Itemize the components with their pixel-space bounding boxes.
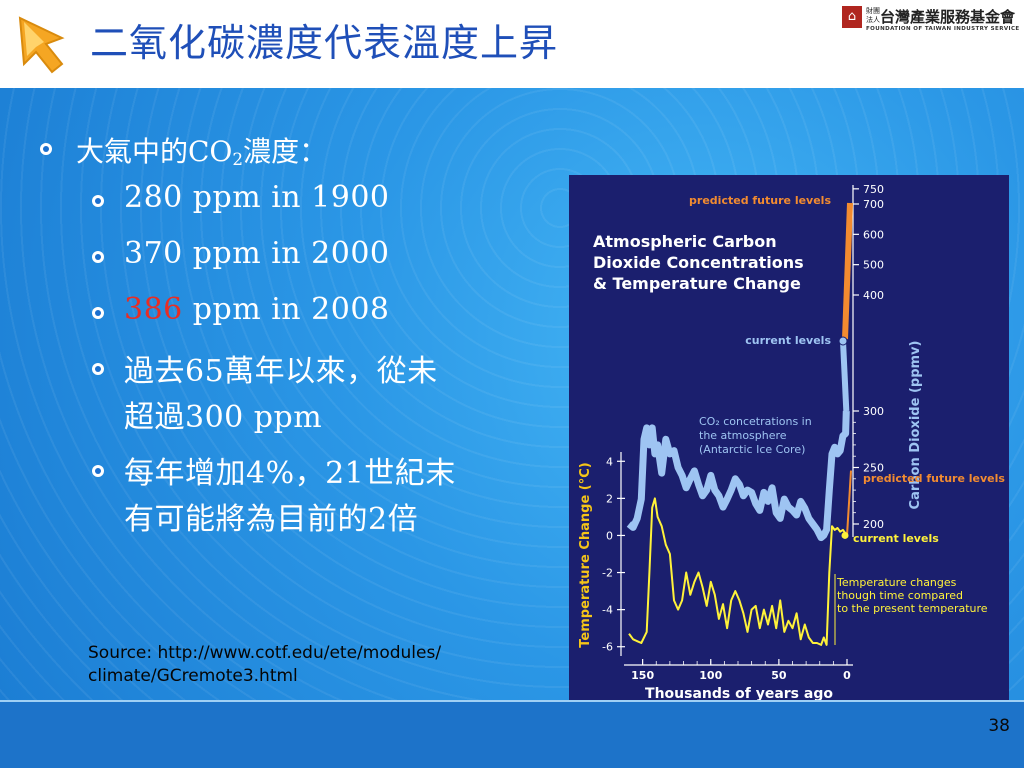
source-citation: Source: http://www.cotf.edu/ete/modules/… (88, 642, 441, 688)
temp-series-line (628, 497, 848, 646)
temp-tick-label: -6 (602, 641, 613, 654)
bullet-marker (40, 143, 52, 155)
footer-divider (0, 700, 1024, 703)
chart-title-line: & Temperature Change (593, 274, 801, 293)
bullet-item-2008: 386 ppm in 2008 (124, 292, 390, 327)
bullet-marker (92, 307, 104, 319)
bullet-main: 大氣中的CO2濃度： (76, 130, 327, 170)
slide-footer (0, 702, 1024, 768)
chart-svg: Atmospheric Carbon Dioxide Concentrations… (578, 183, 1005, 702)
x-tick-label: 100 (699, 669, 722, 682)
slide-header: 二氧化碳濃度代表溫度上昇 ⌂ 財團法人 台灣產業服務基金會 FOUNDATION… (0, 0, 1024, 84)
co2-current-annotation: current levels (745, 334, 831, 347)
co2-series-annotation: (Antarctic Ice Core) (699, 443, 805, 456)
bullet-item-history-line1: 過去65萬年以來，從未 (124, 354, 438, 389)
bullet-marker (92, 251, 104, 263)
co2-series-annotation: CO₂ concetrations in (699, 415, 812, 428)
co2-rise-line (840, 340, 850, 412)
page-number: 38 (988, 716, 1010, 736)
chart-title-line: Atmospheric Carbon (593, 232, 777, 251)
co2-tick-label: 300 (863, 405, 884, 418)
source-line2: climate/GCremote3.html (88, 666, 298, 686)
bullet-item-2000: 370 ppm in 2000 (124, 236, 390, 271)
temp-tick-label: -2 (602, 567, 613, 580)
co2-tick-label: 500 (863, 259, 884, 272)
logo-small-text: 財團法人 (866, 7, 880, 24)
highlight-value: 386 (124, 292, 183, 327)
logo-mark-icon: ⌂ (842, 6, 862, 28)
logo-name: 台灣產業服務基金會 (880, 8, 1016, 26)
bullet-marker (92, 195, 104, 207)
co2-tick-label: 750 (863, 183, 884, 196)
co2-tick-label: 700 (863, 198, 884, 211)
co2-current-marker (838, 336, 848, 346)
co2-series-line (626, 410, 850, 542)
bullet-item-1900: 280 ppm in 1900 (124, 180, 390, 215)
slide-title: 二氧化碳濃度代表溫度上昇 (90, 21, 559, 65)
co2-tick-label: 600 (863, 228, 884, 241)
co2-future-annotation: predicted future levels (689, 194, 831, 207)
temp-tick-label: 4 (606, 455, 613, 468)
bullet-item-history-line2: 超過300 ppm (124, 400, 323, 435)
temp-future-annotation: predicted future levels (863, 472, 1005, 485)
temp-current-marker (841, 531, 849, 539)
temp-current-annotation: current levels (853, 532, 939, 545)
x-axis-label: Thousands of years ago (645, 686, 833, 702)
x-tick-label: 0 (843, 669, 851, 682)
co2-series-annotation: the atmosphere (699, 429, 787, 442)
temp-note-annotation: to the present temperature (837, 602, 988, 615)
co2-future-line (842, 202, 853, 340)
pointer-arrow-icon (18, 16, 65, 74)
co2-tick-label: 250 (863, 462, 884, 475)
temp-note-annotation: though time compared (837, 589, 963, 602)
bullet-item-2008-text: ppm in 2008 (182, 292, 390, 327)
bullet-marker (92, 363, 104, 375)
temp-future-line (846, 470, 852, 536)
chart-title-line: Dioxide Concentrations (593, 253, 804, 272)
co2-tick-label: 400 (863, 289, 884, 302)
temp-axis-label: Temperature Change (°C) (578, 462, 593, 647)
temp-tick-label: -4 (602, 604, 613, 617)
temp-tick-label: 0 (606, 529, 613, 542)
logo-english-name: FOUNDATION OF TAIWAN INDUSTRY SERVICE (866, 26, 1020, 32)
organization-logo: ⌂ 財團法人 台灣產業服務基金會 FOUNDATION OF TAIWAN IN… (842, 6, 1020, 36)
co2-temperature-chart: Atmospheric Carbon Dioxide Concentrations… (569, 175, 1009, 705)
co2-axis-label: Carbon Dioxide (ppmv) (908, 341, 923, 510)
source-line1: Source: http://www.cotf.edu/ete/modules/ (88, 643, 442, 663)
header-divider (0, 84, 1024, 88)
x-tick-label: 150 (631, 669, 654, 682)
bullet-main-subscript: 2 (232, 149, 244, 169)
bullet-marker (92, 465, 104, 477)
bullet-main-prefix: 大氣中的CO (76, 135, 233, 168)
temp-tick-label: 2 (606, 492, 613, 505)
bullet-item-forecast-line1: 每年增加4%，21世紀末 (124, 456, 456, 491)
temp-note-annotation: Temperature changes (836, 576, 957, 589)
x-tick-label: 50 (771, 669, 787, 682)
co2-tick-label: 200 (863, 518, 884, 531)
bullet-main-suffix: 濃度： (243, 135, 328, 168)
bullet-item-forecast-line2: 有可能將為目前的2倍 (124, 502, 419, 537)
